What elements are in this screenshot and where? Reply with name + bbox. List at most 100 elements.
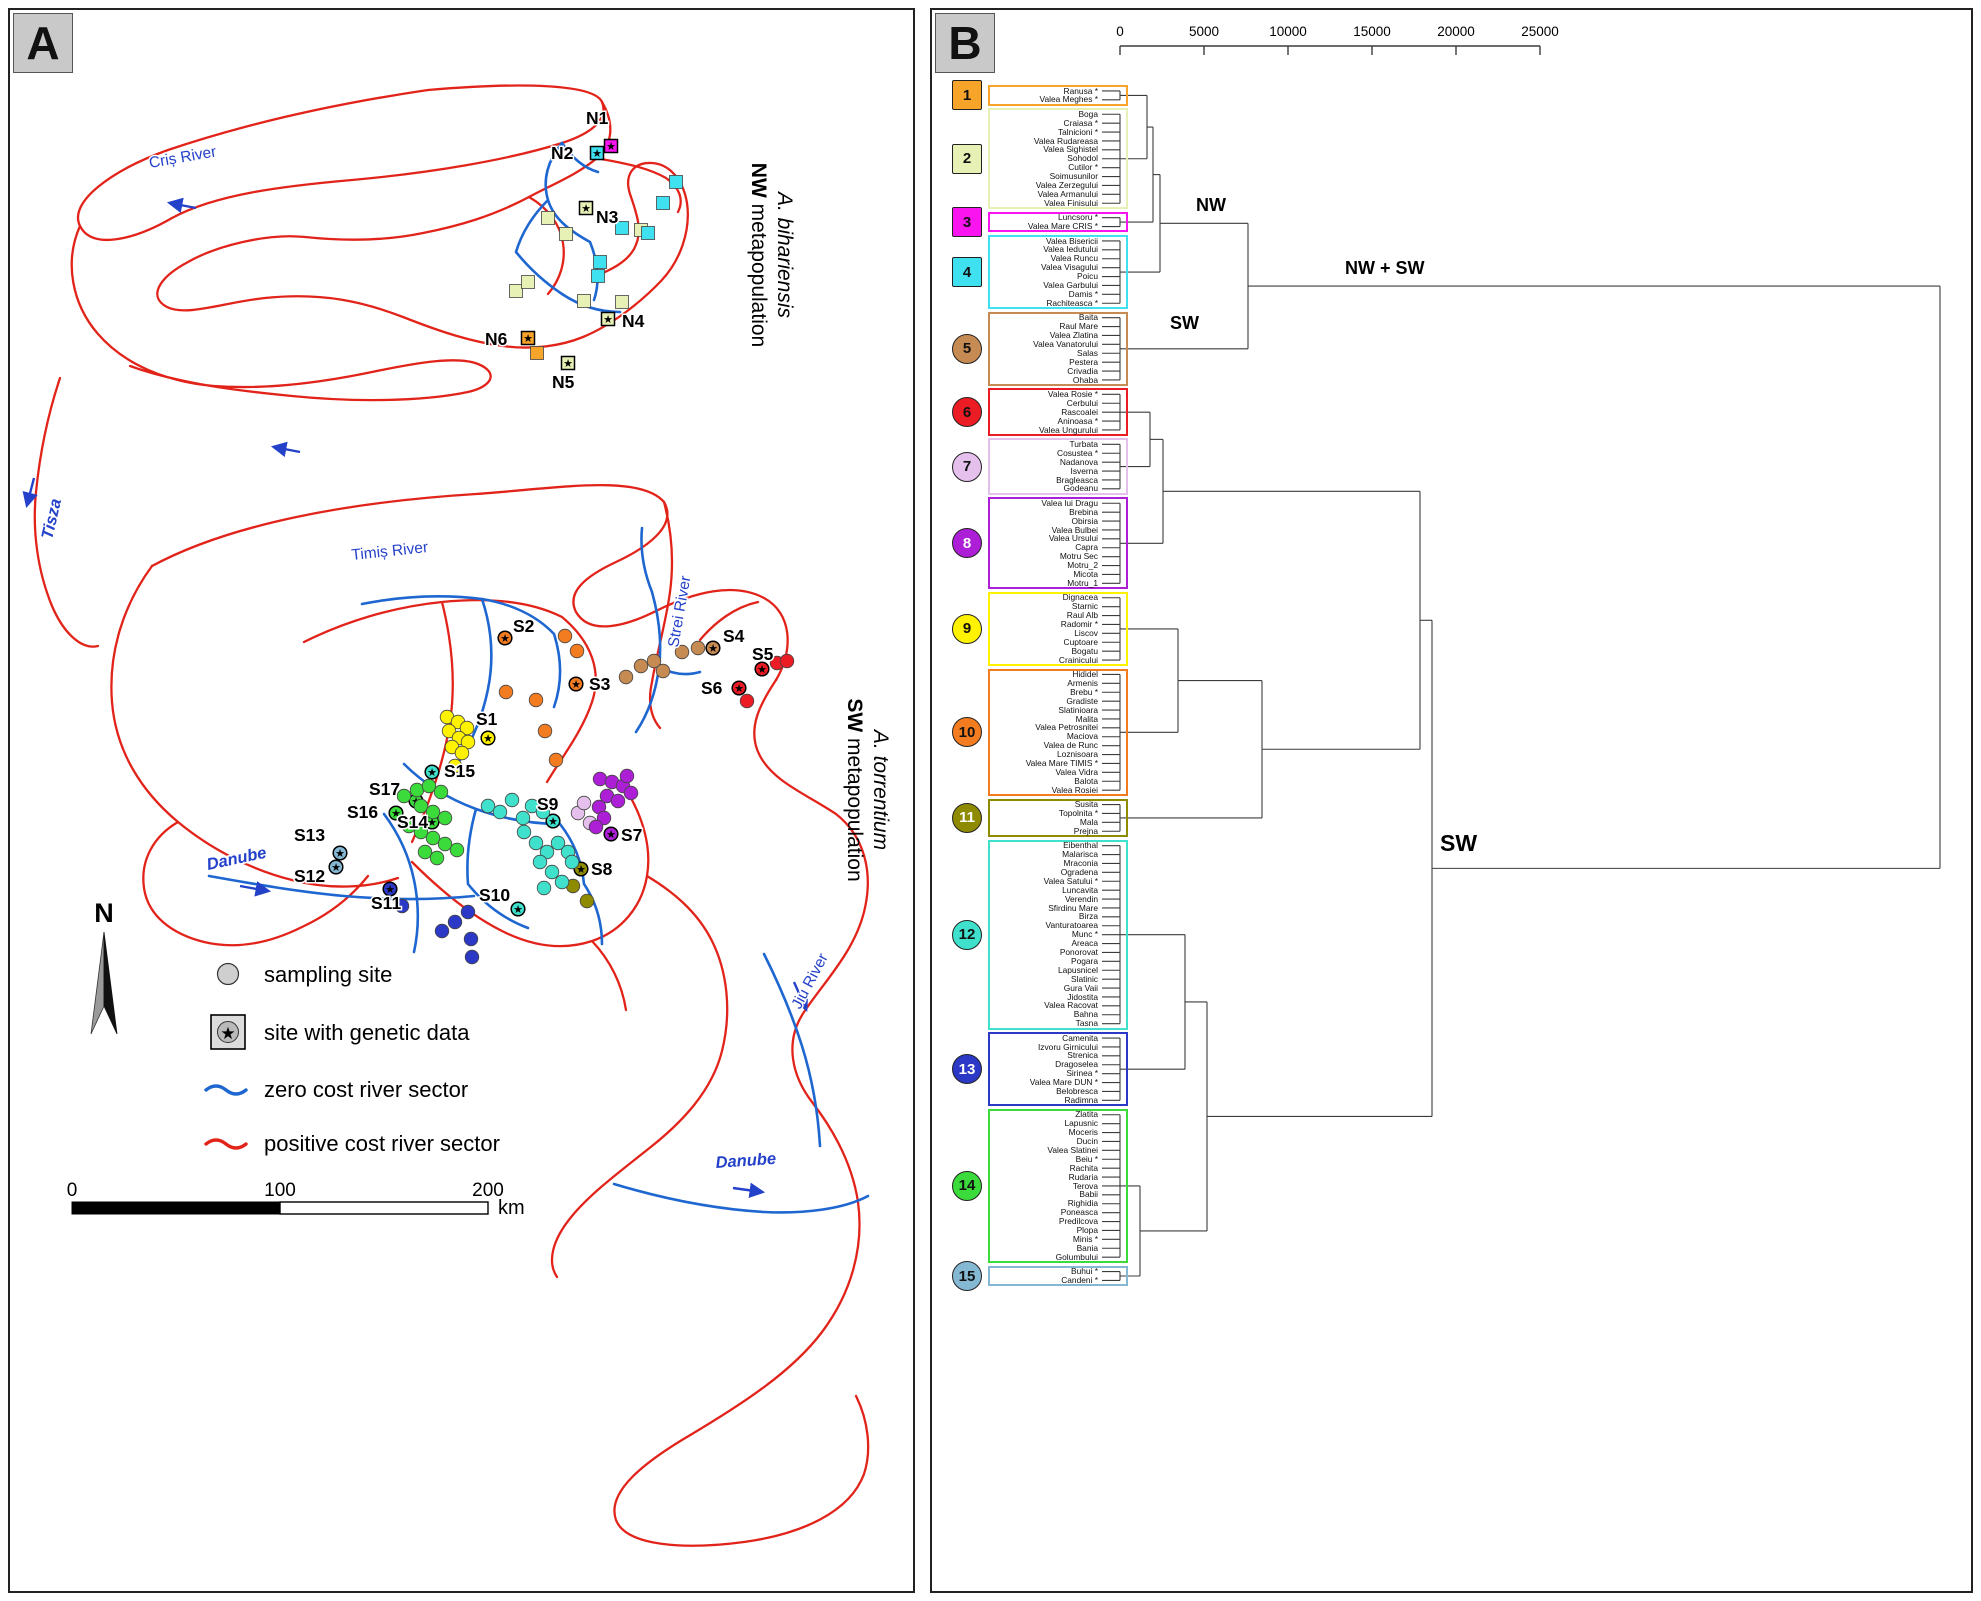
map-site-marker-s5 — [754, 661, 770, 677]
map-site-marker — [541, 211, 555, 225]
genetic-star-icon: ★ — [385, 884, 395, 896]
north-label: N — [94, 898, 114, 928]
dendro-site-name: Buhui * — [1070, 1266, 1098, 1277]
cluster-badge-15: 15 — [952, 1261, 982, 1291]
dendro-site-name: Slatinioara — [1058, 704, 1098, 715]
dendro-site-name: Terova — [1072, 1180, 1098, 1191]
map-site-label-s15: S15 — [444, 761, 475, 781]
dendro-site-name: Nadanova — [1059, 456, 1098, 467]
dendro-site-name: Plopa — [1076, 1225, 1098, 1235]
map-site-marker-s2 — [497, 630, 513, 646]
dendro-site-name: Motru_1 — [1067, 577, 1098, 588]
map-site-marker — [548, 752, 564, 768]
map-site-label-s11: S11 — [371, 893, 401, 913]
dendro-site-name: Baita — [1078, 312, 1098, 323]
map-site-marker — [521, 275, 535, 289]
map-site-label-n4: N4 — [622, 311, 645, 331]
dendro-site-name: Valea Mare CRIS * — [1027, 221, 1098, 232]
genetic-star-icon: ★ — [335, 848, 345, 860]
dendro-site-name: Brebina — [1069, 506, 1098, 517]
map-site-marker — [536, 880, 552, 896]
map-site-marker — [615, 295, 629, 309]
map-site-marker — [588, 819, 604, 835]
map-site-marker-n5 — [560, 355, 576, 371]
map-site-marker — [437, 836, 453, 852]
dendro-site-name: Tasna — [1075, 1018, 1098, 1029]
dendro-site-name: Valea Visagului — [1041, 262, 1098, 273]
map-site-marker-n4 — [600, 311, 616, 327]
map-site-marker — [564, 854, 580, 870]
dendro-site-name: Cerbului — [1066, 397, 1098, 408]
dendro-site-name: Radomir * — [1060, 619, 1098, 629]
axis-tick-label: 10000 — [1269, 24, 1307, 39]
genetic-star-icon: ★ — [576, 864, 586, 876]
map-site-marker-s16 — [388, 805, 404, 821]
dendro-site-name: Pogara — [1070, 955, 1098, 966]
map-site-marker — [447, 914, 463, 930]
map-site-marker — [463, 931, 479, 947]
map-site-marker — [554, 874, 570, 890]
legend-label-positive-cost: positive cost river sector — [264, 1131, 500, 1156]
map-site-marker-s3 — [568, 676, 584, 692]
dendro-site-name: Pestera — [1069, 356, 1098, 367]
dendro-site-name: Moceris — [1068, 1127, 1098, 1138]
dendro-site-name: Valea Vidra — [1055, 766, 1098, 777]
dendro-site-name: Craiasa * — [1063, 117, 1098, 128]
dendro-site-name: Verendin — [1064, 893, 1098, 904]
dendro-site-name: Predilcova — [1058, 1216, 1098, 1227]
flow-arrow-icon — [239, 881, 272, 897]
cluster-box-7 — [988, 438, 1128, 495]
dendro-site-name: Valea Mare TIMIS * — [1025, 758, 1098, 768]
cluster-box-6 — [988, 388, 1128, 436]
scale-tick-label: 100 — [264, 1180, 296, 1201]
map-site-label-s5: S5 — [752, 644, 774, 664]
map-site-marker — [569, 643, 585, 659]
dendro-site-name: Talnicioni * — [1057, 126, 1098, 137]
dendro-site-name: Ogradena — [1060, 866, 1098, 877]
map-site-marker — [413, 798, 429, 814]
dendro-site-name: Brebu * — [1070, 686, 1098, 697]
map-site-marker — [596, 810, 612, 826]
dendro-site-name: Ohaba — [1072, 374, 1098, 385]
dendro-site-name: Susita — [1074, 799, 1098, 810]
map-site-marker — [425, 830, 441, 846]
sampling-sites-layer: ★★★★★★★★★★★★★★★★★★★★★★★ — [328, 138, 795, 965]
map-site-marker — [464, 949, 480, 965]
dendro-site-name: Munc * — [1071, 929, 1098, 940]
river-path-blue-jiu — [762, 952, 822, 1148]
genetic-star-icon: ★ — [581, 203, 591, 215]
map-site-marker — [504, 792, 520, 808]
dendro-site-name: Malarisca — [1062, 849, 1098, 860]
dendro-site-name: Jidostita — [1067, 991, 1098, 1002]
cluster-badge-12: 12 — [952, 919, 982, 950]
dendro-site-name: Valea Finisului — [1044, 197, 1098, 208]
dendro-site-name: Valea lui Dragu — [1041, 497, 1098, 508]
cluster-badge-11: 11 — [952, 802, 982, 833]
map-site-label-s12: S12 — [294, 866, 325, 886]
dendro-site-name: Belobresca — [1056, 1086, 1098, 1096]
map-site-label-s9: S9 — [537, 794, 559, 814]
map-site-marker-n1 — [603, 138, 619, 154]
dendro-site-name: Valea Petrosnitei — [1035, 722, 1098, 733]
metapopulation-label-nw: NW metapopulation — [747, 163, 770, 347]
cluster-badge-6: 6 — [952, 397, 982, 428]
map-site-marker — [537, 723, 553, 739]
map-site-marker — [516, 824, 532, 840]
genetic-star-icon: ★ — [603, 314, 613, 326]
scale-tick-label: 0 — [67, 1180, 78, 1201]
dendro-site-name: Balota — [1074, 775, 1098, 786]
dendro-site-name: Gradiste — [1066, 695, 1098, 706]
cluster-box-9 — [988, 591, 1128, 666]
map-site-marker-n2 — [589, 145, 605, 161]
map-site-marker — [498, 684, 514, 700]
map-site-marker — [509, 284, 523, 298]
map-site-marker — [593, 255, 607, 269]
cluster-badge-2: 2 — [952, 143, 982, 174]
genetic-star-icon: ★ — [734, 683, 744, 695]
cluster-badge-3: 3 — [952, 207, 982, 238]
dendro-site-name: Valea Bulbei — [1051, 524, 1098, 535]
dendro-site-name: Malita — [1075, 713, 1098, 724]
dendro-site-name: Aninoasa * — [1057, 415, 1098, 426]
dendro-site-name: Sfirdinu Mare — [1048, 902, 1098, 913]
